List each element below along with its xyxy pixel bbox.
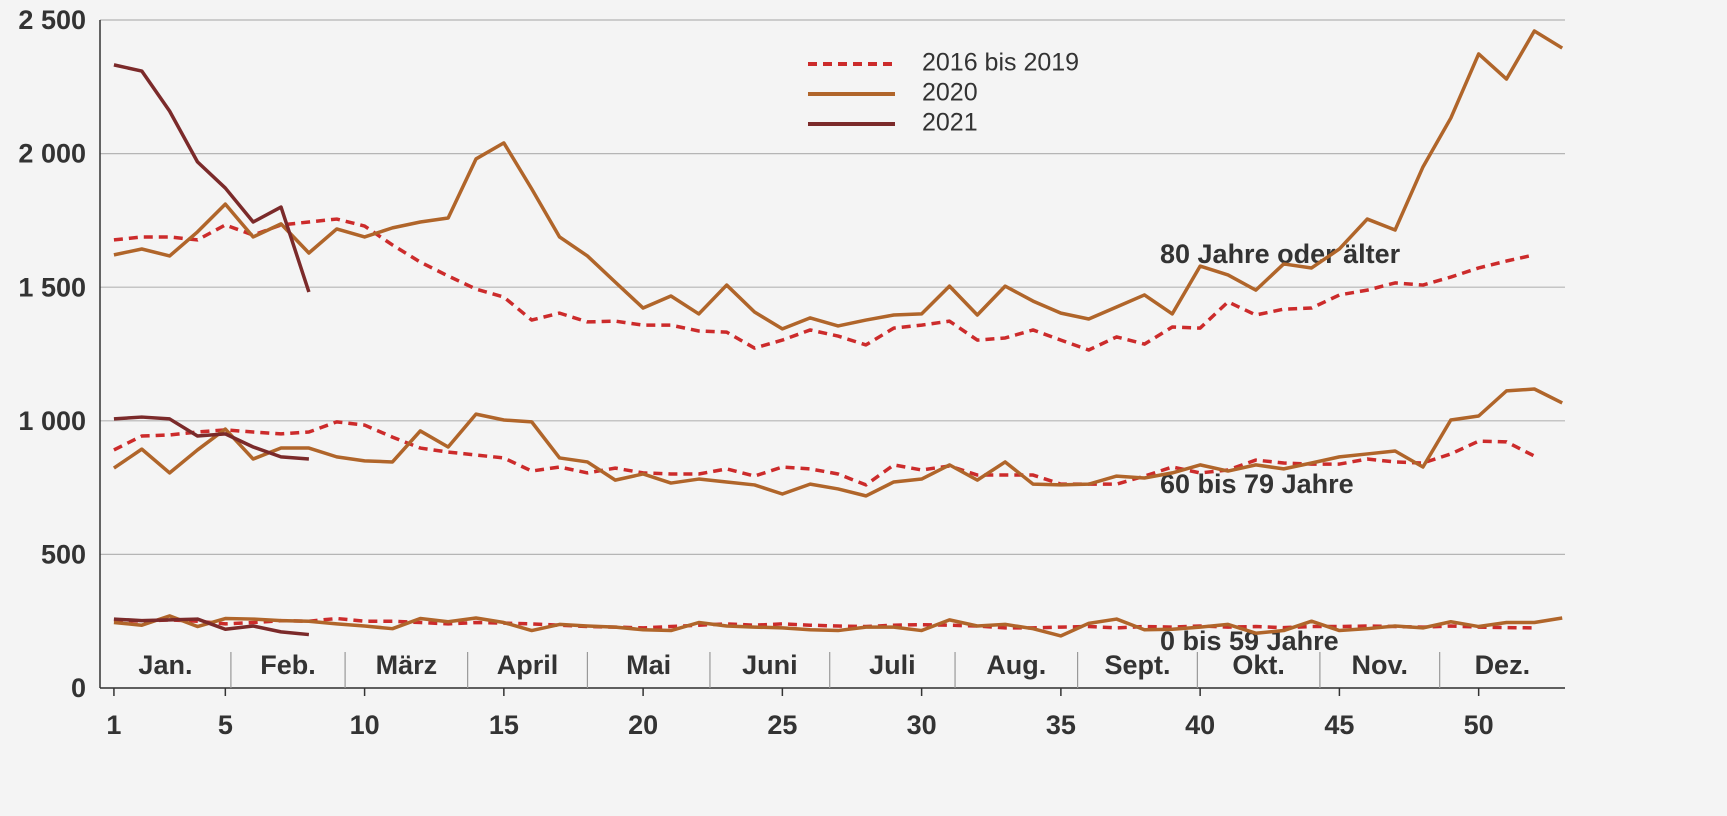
y-tick-label: 2 000 (18, 139, 86, 169)
series-line (113, 29, 1564, 331)
x-tick-label: 40 (1185, 710, 1215, 740)
month-label: Sept. (1104, 650, 1170, 680)
month-label: Dez. (1475, 650, 1531, 680)
x-tick-label: 35 (1046, 710, 1076, 740)
month-label: Feb. (260, 650, 316, 680)
month-label: März (376, 650, 438, 680)
y-tick-label: 500 (41, 540, 86, 570)
month-label: April (497, 650, 559, 680)
month-label: Mai (626, 650, 671, 680)
series-line (113, 217, 1535, 352)
legend-label: 2016 bis 2019 (922, 49, 1079, 77)
x-tick-label: 30 (907, 710, 937, 740)
series-line (113, 63, 311, 293)
month-label: Aug. (986, 650, 1046, 680)
x-tick-label: 15 (489, 710, 519, 740)
legend-label: 2020 (922, 79, 978, 107)
y-tick-label: 1 000 (18, 406, 86, 436)
x-tick-label: 5 (218, 710, 233, 740)
x-tick-label: 25 (767, 710, 797, 740)
series-line (113, 616, 1535, 630)
month-label: Okt. (1232, 650, 1285, 680)
month-label: Juni (742, 650, 798, 680)
y-tick-label: 2 500 (18, 5, 86, 35)
legend-label: 2021 (922, 109, 978, 137)
y-tick-label: 0 (71, 673, 86, 703)
month-label: Juli (869, 650, 916, 680)
series-line (113, 420, 1536, 487)
group-label: 80 Jahre oder älter (1160, 239, 1401, 269)
month-label: Jan. (138, 650, 192, 680)
x-tick-label: 10 (350, 710, 380, 740)
x-tick-label: 20 (628, 710, 658, 740)
series-line (113, 617, 310, 637)
x-tick-label: 45 (1324, 710, 1354, 740)
y-tick-label: 1 500 (18, 272, 86, 302)
x-tick-label: 50 (1464, 710, 1494, 740)
group-label: 60 bis 79 Jahre (1160, 469, 1354, 499)
series-line (113, 614, 1563, 638)
series-line (113, 415, 310, 461)
month-label: Nov. (1352, 650, 1409, 680)
series-line (112, 387, 1563, 498)
x-tick-label: 1 (106, 710, 121, 740)
